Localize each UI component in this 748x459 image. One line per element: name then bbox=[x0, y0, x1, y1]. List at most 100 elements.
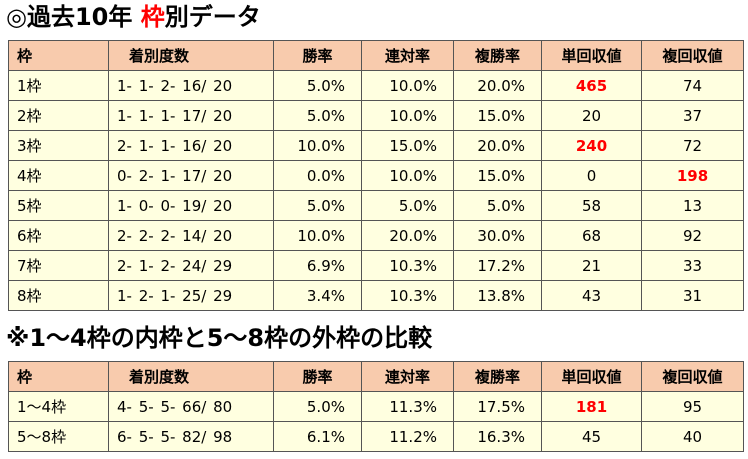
title-suffix: 別データ bbox=[164, 3, 261, 31]
cell-win-rate: 3.4% bbox=[273, 280, 362, 311]
cell-waku: 5～8枠 bbox=[8, 421, 109, 452]
cell-place-return: 31 bbox=[641, 280, 744, 311]
table-header-row: 枠着別度数 勝率 連対率 複勝率 単回収値 複回収値 bbox=[8, 40, 744, 71]
table-row: 1～4枠 4- 5- 5- 66/ 80 5.0% 11.3% 17.5% 181 95 bbox=[8, 391, 744, 422]
table-row: 6枠 2- 2- 2- 14/ 20 10.0% 20.0% 30.0% 68 92 bbox=[8, 220, 744, 251]
header-place-return: 複回収値 bbox=[641, 40, 744, 71]
cell-quinella-rate: 5.0% bbox=[361, 190, 454, 221]
cell-quinella-rate: 10.0% bbox=[361, 160, 454, 191]
cell-quinella-rate: 10.0% bbox=[361, 100, 454, 131]
comparison-table: 枠着別度数 勝率 連対率 複勝率 単回収値 複回収値 1～4枠 4- 5- 5- 66/ 8… bbox=[8, 361, 744, 452]
cell-record: 1- 2- 1- 25/ 29 bbox=[108, 280, 274, 311]
cell-win-rate: 5.0% bbox=[273, 70, 362, 101]
cell-place-rate: 15.0% bbox=[453, 160, 542, 191]
cell-win-return: 58 bbox=[541, 190, 642, 221]
cell-quinella-rate: 10.0% bbox=[361, 70, 454, 101]
table-row: 8枠 1- 2- 1- 25/ 29 3.4% 10.3% 13.8% 43 31 bbox=[8, 280, 744, 311]
cell-place-return: 72 bbox=[641, 130, 744, 161]
cell-place-rate: 16.3% bbox=[453, 421, 542, 452]
cell-place-return: 198 bbox=[641, 160, 744, 191]
cell-quinella-rate: 10.3% bbox=[361, 280, 454, 311]
cell-win-rate: 5.0% bbox=[273, 190, 362, 221]
table-row: 2枠 1- 1- 1- 17/ 20 5.0% 10.0% 15.0% 20 37 bbox=[8, 100, 744, 131]
cell-place-return: 40 bbox=[641, 421, 744, 452]
waku-stats-table: 枠着別度数 勝率 連対率 複勝率 単回収値 複回収値 1枠 1- 1- 2- 16/ 20 5… bbox=[8, 40, 744, 311]
cell-quinella-rate: 15.0% bbox=[361, 130, 454, 161]
cell-win-return: 20 bbox=[541, 100, 642, 131]
cell-waku: 2枠 bbox=[8, 100, 109, 131]
cell-win-rate: 5.0% bbox=[273, 100, 362, 131]
cell-win-rate: 10.0% bbox=[273, 130, 362, 161]
cell-record: 1- 0- 0- 19/ 20 bbox=[108, 190, 274, 221]
cell-win-rate: 6.1% bbox=[273, 421, 362, 452]
cell-record: 1- 1- 2- 16/ 20 bbox=[108, 70, 274, 101]
cell-place-return: 74 bbox=[641, 70, 744, 101]
header-win-rate: 勝率 bbox=[273, 40, 362, 71]
cell-record: 1- 1- 1- 17/ 20 bbox=[108, 100, 274, 131]
cell-win-return: 181 bbox=[541, 391, 642, 422]
cell-record: 2- 1- 1- 16/ 20 bbox=[108, 130, 274, 161]
cell-place-return: 37 bbox=[641, 100, 744, 131]
table-row: 3枠 2- 1- 1- 16/ 20 10.0% 15.0% 20.0% 240 72 bbox=[8, 130, 744, 161]
cell-place-rate: 15.0% bbox=[453, 100, 542, 131]
cell-waku: 1枠 bbox=[8, 70, 109, 101]
section-title-waku: ◎過去10年 枠別データ bbox=[6, 2, 261, 32]
cell-record: 6- 5- 5- 82/ 98 bbox=[108, 421, 274, 452]
cell-waku: 5枠 bbox=[8, 190, 109, 221]
title-highlight: 枠 bbox=[140, 3, 165, 31]
cell-win-rate: 5.0% bbox=[273, 391, 362, 422]
cell-quinella-rate: 10.3% bbox=[361, 250, 454, 281]
section-title-comparison: ※1～4枠の内枠と5～8枠の外枠の比較 bbox=[6, 324, 433, 352]
table-row: 4枠 0- 2- 1- 17/ 20 0.0% 10.0% 15.0% 0 198 bbox=[8, 160, 744, 191]
cell-quinella-rate: 11.3% bbox=[361, 391, 454, 422]
header-win-return: 単回収値 bbox=[541, 40, 642, 71]
header-win-return: 単回収値 bbox=[541, 361, 642, 392]
cell-place-return: 95 bbox=[641, 391, 744, 422]
cell-win-return: 21 bbox=[541, 250, 642, 281]
table-row: 1枠 1- 1- 2- 16/ 20 5.0% 10.0% 20.0% 465 74 bbox=[8, 70, 744, 101]
header-place-return: 複回収値 bbox=[641, 361, 744, 392]
header-win-rate: 勝率 bbox=[273, 361, 362, 392]
cell-waku: 8枠 bbox=[8, 280, 109, 311]
cell-place-rate: 20.0% bbox=[453, 130, 542, 161]
cell-win-return: 0 bbox=[541, 160, 642, 191]
cell-win-rate: 0.0% bbox=[273, 160, 362, 191]
table-row: 7枠 2- 1- 2- 24/ 29 6.9% 10.3% 17.2% 21 33 bbox=[8, 250, 744, 281]
table-row: 5枠 1- 0- 0- 19/ 20 5.0% 5.0% 5.0% 58 13 bbox=[8, 190, 744, 221]
cell-waku: 6枠 bbox=[8, 220, 109, 251]
cell-record: 4- 5- 5- 66/ 80 bbox=[108, 391, 274, 422]
cell-place-return: 33 bbox=[641, 250, 744, 281]
header-place-rate: 複勝率 bbox=[453, 40, 542, 71]
cell-win-return: 43 bbox=[541, 280, 642, 311]
header-quinella-rate: 連対率 bbox=[361, 361, 454, 392]
cell-record: 2- 1- 2- 24/ 29 bbox=[108, 250, 274, 281]
cell-record: 0- 2- 1- 17/ 20 bbox=[108, 160, 274, 191]
cell-win-rate: 6.9% bbox=[273, 250, 362, 281]
title-prefix: ◎過去10年 bbox=[6, 3, 141, 31]
cell-win-return: 45 bbox=[541, 421, 642, 452]
cell-waku: 3枠 bbox=[8, 130, 109, 161]
table-row: 5～8枠 6- 5- 5- 82/ 98 6.1% 11.2% 16.3% 45 40 bbox=[8, 421, 744, 452]
header-quinella-rate: 連対率 bbox=[361, 40, 454, 71]
header-waku: 枠 bbox=[8, 40, 109, 71]
cell-place-return: 92 bbox=[641, 220, 744, 251]
header-record: 着別度数 bbox=[108, 40, 274, 71]
header-record: 着別度数 bbox=[108, 361, 274, 392]
cell-quinella-rate: 11.2% bbox=[361, 421, 454, 452]
cell-place-rate: 30.0% bbox=[453, 220, 542, 251]
header-place-rate: 複勝率 bbox=[453, 361, 542, 392]
cell-record: 2- 2- 2- 14/ 20 bbox=[108, 220, 274, 251]
cell-place-rate: 17.2% bbox=[453, 250, 542, 281]
cell-win-rate: 10.0% bbox=[273, 220, 362, 251]
cell-place-rate: 17.5% bbox=[453, 391, 542, 422]
cell-win-return: 240 bbox=[541, 130, 642, 161]
cell-waku: 1～4枠 bbox=[8, 391, 109, 422]
cell-place-return: 13 bbox=[641, 190, 744, 221]
cell-waku: 7枠 bbox=[8, 250, 109, 281]
cell-win-return: 68 bbox=[541, 220, 642, 251]
cell-place-rate: 5.0% bbox=[453, 190, 542, 221]
cell-waku: 4枠 bbox=[8, 160, 109, 191]
cell-place-rate: 20.0% bbox=[453, 70, 542, 101]
cell-quinella-rate: 20.0% bbox=[361, 220, 454, 251]
cell-win-return: 465 bbox=[541, 70, 642, 101]
